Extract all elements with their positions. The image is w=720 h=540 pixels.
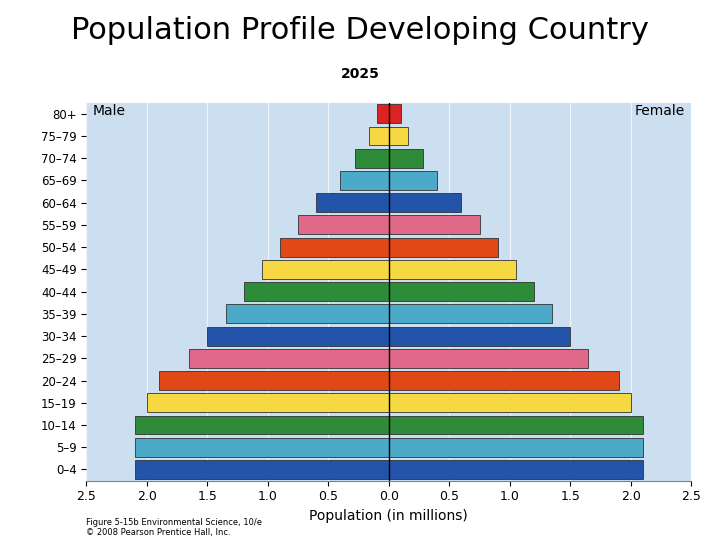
Bar [389, 104, 401, 123]
Bar [298, 215, 389, 234]
Bar [369, 126, 389, 145]
Bar [389, 215, 480, 234]
Bar [207, 327, 389, 346]
Bar [389, 260, 516, 279]
Bar [135, 416, 389, 435]
X-axis label: Population (in millions): Population (in millions) [310, 509, 468, 523]
Bar [389, 148, 423, 167]
Bar [389, 305, 552, 323]
Bar [389, 393, 631, 412]
Bar [389, 126, 408, 145]
Bar [243, 282, 389, 301]
Bar [189, 349, 389, 368]
Bar [280, 238, 389, 256]
Bar [389, 238, 498, 256]
Bar [389, 416, 643, 435]
Bar [389, 371, 618, 390]
Bar [389, 349, 588, 368]
Bar [147, 393, 389, 412]
Bar [389, 193, 462, 212]
Bar [316, 193, 389, 212]
Text: Population Profile Developing Country: Population Profile Developing Country [71, 16, 649, 45]
Bar [135, 438, 389, 457]
Bar [159, 371, 389, 390]
Bar [225, 305, 389, 323]
Bar [389, 460, 643, 479]
Bar [389, 171, 437, 190]
Bar [355, 148, 389, 167]
Bar [341, 171, 389, 190]
Text: Figure 5-15b Environmental Science, 10/e
© 2008 Pearson Prentice Hall, Inc.: Figure 5-15b Environmental Science, 10/e… [86, 518, 262, 537]
Bar [135, 460, 389, 479]
Bar [389, 327, 570, 346]
Bar [377, 104, 389, 123]
Text: Male: Male [92, 104, 125, 118]
Text: 2025: 2025 [341, 68, 379, 82]
Bar [389, 282, 534, 301]
Text: Female: Female [635, 104, 685, 118]
Bar [389, 438, 643, 457]
Bar [262, 260, 389, 279]
